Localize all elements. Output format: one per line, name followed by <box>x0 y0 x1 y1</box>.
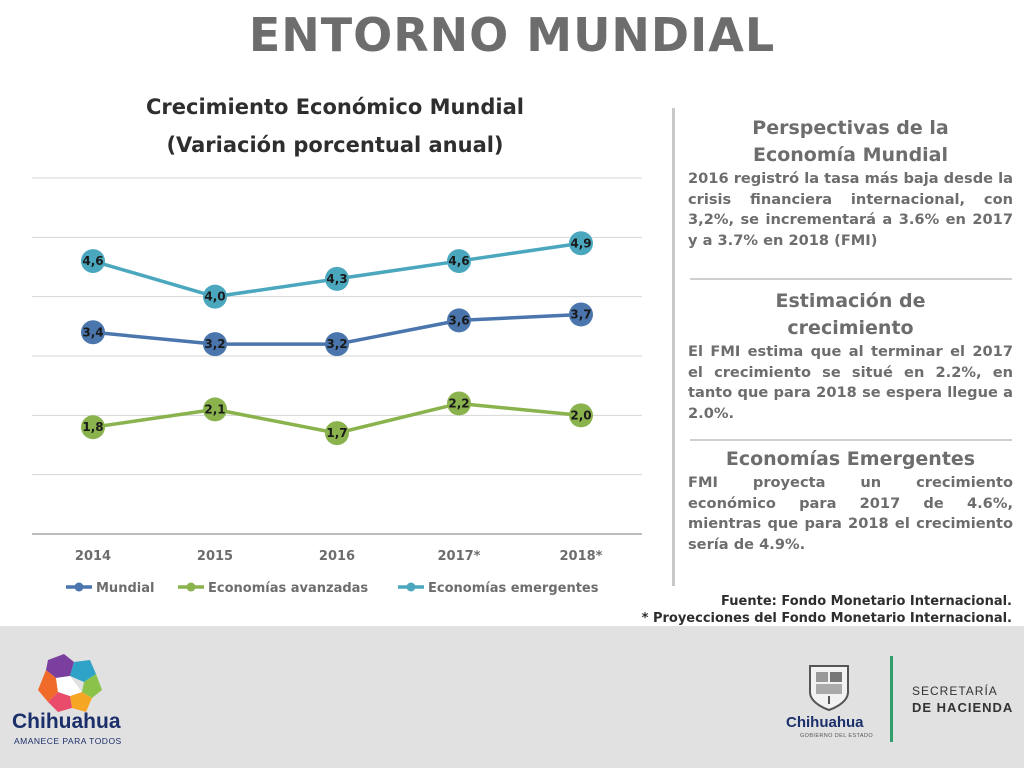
data-label: 1,7 <box>326 426 347 440</box>
gobierno-sub-text: GOBIERNO DEL ESTADO <box>800 733 874 739</box>
panel-divider-1 <box>690 278 1012 280</box>
data-point <box>569 231 593 256</box>
panel-perspectivas-text: 2016 registró la tasa más baja desde la … <box>688 170 1013 249</box>
footer-green-divider <box>890 656 893 742</box>
legend-entry: Economías avanzadas <box>208 581 368 596</box>
data-label: 4,6 <box>82 254 103 268</box>
source-note: Fuente: Fondo Monetario Internacional. <box>721 594 1012 609</box>
data-point <box>203 284 227 309</box>
data-label: 2,1 <box>204 402 225 416</box>
data-point <box>447 249 471 274</box>
data-point <box>325 421 349 446</box>
state-seal-icon <box>809 665 849 712</box>
data-label: 4,0 <box>204 290 225 304</box>
panel-perspectivas-heading-2: Economía Mundial <box>752 144 949 166</box>
legend-entry: Mundial <box>96 581 154 596</box>
data-point <box>325 332 349 357</box>
chart-subtitle: (Variación porcentual anual) <box>166 133 504 157</box>
chihuahua-tagline: AMANECE PARA TODOS <box>14 736 122 746</box>
data-label: 4,6 <box>448 254 469 268</box>
chihuahua-state-map-icon <box>38 654 102 712</box>
x-tick-label: 2014 <box>75 549 111 564</box>
x-tick-label: 2018* <box>560 549 603 564</box>
data-label: 1,8 <box>82 420 103 434</box>
legend-swatch-dot <box>186 582 196 592</box>
page-title: ENTORNO MUNDIAL <box>248 8 776 62</box>
chart-title: Crecimiento Económico Mundial (Variación… <box>20 88 650 164</box>
secretaria-text: SECRETARÍA <box>912 684 998 698</box>
panel-estimacion-text: El FMI estima que al terminar el 2017 el… <box>688 343 1013 422</box>
panel-perspectivas: Perspectivas de la Economía Mundial 2016… <box>688 115 1013 251</box>
footer-bar <box>0 626 1024 768</box>
legend-entry: Economías emergentes <box>428 581 599 596</box>
data-label: 4,3 <box>326 272 347 286</box>
data-label: 3,6 <box>448 313 469 327</box>
chart-title-main: Crecimiento Económico Mundial <box>146 95 524 119</box>
panel-perspectivas-heading-1: Perspectivas de la <box>752 117 949 139</box>
panel-estimacion-heading-2: crecimiento <box>787 317 914 339</box>
data-point <box>325 266 349 291</box>
gobierno-brand-text: Chihuahua <box>786 714 864 731</box>
panel-divider-2 <box>690 439 1012 441</box>
vertical-divider <box>672 108 675 586</box>
data-label: 3,4 <box>82 325 103 339</box>
growth-line-chart: 2014 2015 2016 2017* 2018* 3,4 3,2 3,2 3,6 3,7 1,8… <box>32 177 642 596</box>
hacienda-text: DE HACIENDA <box>912 700 1014 715</box>
data-point <box>447 391 471 416</box>
panel-estimacion: Estimación de crecimiento El FMI estima … <box>688 288 1013 424</box>
chihuahua-brand-text: Chihuahua <box>12 710 121 733</box>
panel-estimacion-heading: Estimación de crecimiento <box>688 288 1013 342</box>
data-label: 3,2 <box>204 337 225 351</box>
data-point <box>447 308 471 333</box>
legend-swatch-dot <box>406 582 416 592</box>
panel-emergentes-heading: Economías Emergentes <box>725 448 976 470</box>
data-point <box>81 249 105 274</box>
data-label: 4,9 <box>570 236 591 250</box>
data-point <box>203 332 227 357</box>
data-point <box>81 320 105 345</box>
panel-emergentes: Economías Emergentes FMI proyecta un cre… <box>688 446 1013 555</box>
x-tick-label: 2016 <box>319 549 355 564</box>
projection-note: * Proyecciones del Fondo Monetario Inter… <box>641 611 1012 626</box>
data-point <box>569 403 593 428</box>
x-tick-label: 2015 <box>197 549 233 564</box>
legend-swatch-dot <box>74 582 84 592</box>
data-label: 2,2 <box>448 396 469 410</box>
data-point <box>81 415 105 440</box>
panel-emergentes-text: FMI proyecta un crecimiento económico pa… <box>688 474 1013 553</box>
panel-estimacion-heading-1: Estimación de <box>775 290 926 312</box>
x-tick-label: 2017* <box>438 549 481 564</box>
data-point <box>569 302 593 327</box>
data-label: 3,7 <box>570 307 591 321</box>
data-point <box>203 397 227 422</box>
data-label: 3,2 <box>326 337 347 351</box>
data-label: 2,0 <box>570 408 591 422</box>
panel-perspectivas-heading: Perspectivas de la Economía Mundial <box>688 115 1013 169</box>
